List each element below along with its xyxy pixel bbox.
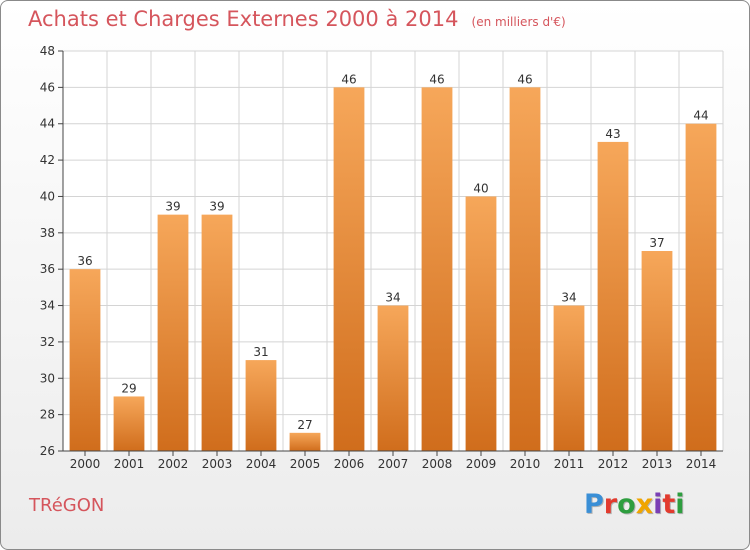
- y-tick-label: 30: [40, 371, 55, 385]
- bar: [113, 396, 145, 451]
- x-tick-label: 2012: [598, 457, 629, 471]
- bar: [245, 360, 277, 451]
- data-label: 39: [209, 200, 224, 214]
- x-tick-label: 2010: [510, 457, 541, 471]
- x-tick-label: 2013: [642, 457, 673, 471]
- logo-letter: i: [675, 489, 685, 520]
- bar: [289, 432, 321, 451]
- x-tick-label: 2002: [158, 457, 189, 471]
- x-tick-label: 2008: [422, 457, 453, 471]
- data-label: 37: [649, 236, 664, 250]
- logo-letter: P: [584, 489, 604, 520]
- y-tick-label: 28: [40, 408, 55, 422]
- data-label: 34: [385, 291, 400, 305]
- bar: [377, 305, 409, 451]
- logo-letter: o: [617, 489, 636, 520]
- y-tick-label: 46: [40, 80, 55, 94]
- x-tick-label: 2000: [70, 457, 101, 471]
- bar: [421, 87, 453, 451]
- data-label: 34: [561, 291, 576, 305]
- logo-letter: i: [653, 489, 663, 520]
- y-tick-label: 36: [40, 262, 55, 276]
- data-label: 46: [517, 72, 532, 86]
- x-tick-label: 2001: [114, 457, 145, 471]
- data-label: 40: [473, 181, 488, 195]
- logo-letter: t: [662, 489, 676, 520]
- logo-letter: r: [603, 489, 618, 520]
- data-label: 39: [165, 200, 180, 214]
- data-label: 46: [341, 72, 356, 86]
- bar: [597, 141, 629, 451]
- data-label: 36: [77, 254, 92, 268]
- x-tick-label: 2009: [466, 457, 497, 471]
- bar: [641, 251, 673, 451]
- x-tick-label: 2014: [686, 457, 717, 471]
- data-label: 27: [297, 418, 312, 432]
- bar: [685, 123, 717, 452]
- y-tick-label: 26: [40, 444, 55, 458]
- x-tick-label: 2003: [202, 457, 233, 471]
- bar: [465, 196, 497, 451]
- bar: [509, 87, 541, 451]
- y-tick-label: 32: [40, 335, 55, 349]
- title-row: Achats et Charges Externes 2000 à 2014 (…: [28, 7, 566, 31]
- chart-subtitle: (en milliers d'€): [471, 15, 566, 29]
- y-tick-label: 42: [40, 153, 55, 167]
- y-tick-label: 44: [40, 117, 55, 131]
- x-tick-label: 2004: [246, 457, 277, 471]
- bar: [157, 214, 189, 451]
- x-tick-label: 2006: [334, 457, 365, 471]
- x-tick-label: 2011: [554, 457, 585, 471]
- y-tick-label: 48: [40, 44, 55, 58]
- logo-letter: x: [635, 489, 654, 520]
- y-tick-label: 40: [40, 189, 55, 203]
- bar: [69, 269, 101, 451]
- bar: [553, 305, 585, 451]
- y-tick-label: 38: [40, 226, 55, 240]
- y-tick-label: 34: [40, 299, 55, 313]
- data-label: 44: [693, 109, 708, 123]
- data-label: 31: [253, 345, 268, 359]
- data-label: 29: [121, 381, 136, 395]
- x-tick-label: 2007: [378, 457, 409, 471]
- bar: [201, 214, 233, 451]
- bar: [333, 87, 365, 451]
- chart-title: Achats et Charges Externes 2000 à 2014: [28, 7, 459, 31]
- proxiti-logo: Proxiti: [584, 489, 685, 520]
- data-label: 43: [605, 127, 620, 141]
- x-tick-label: 2005: [290, 457, 321, 471]
- data-label: 46: [429, 72, 444, 86]
- commune-name: TRéGON: [29, 495, 105, 516]
